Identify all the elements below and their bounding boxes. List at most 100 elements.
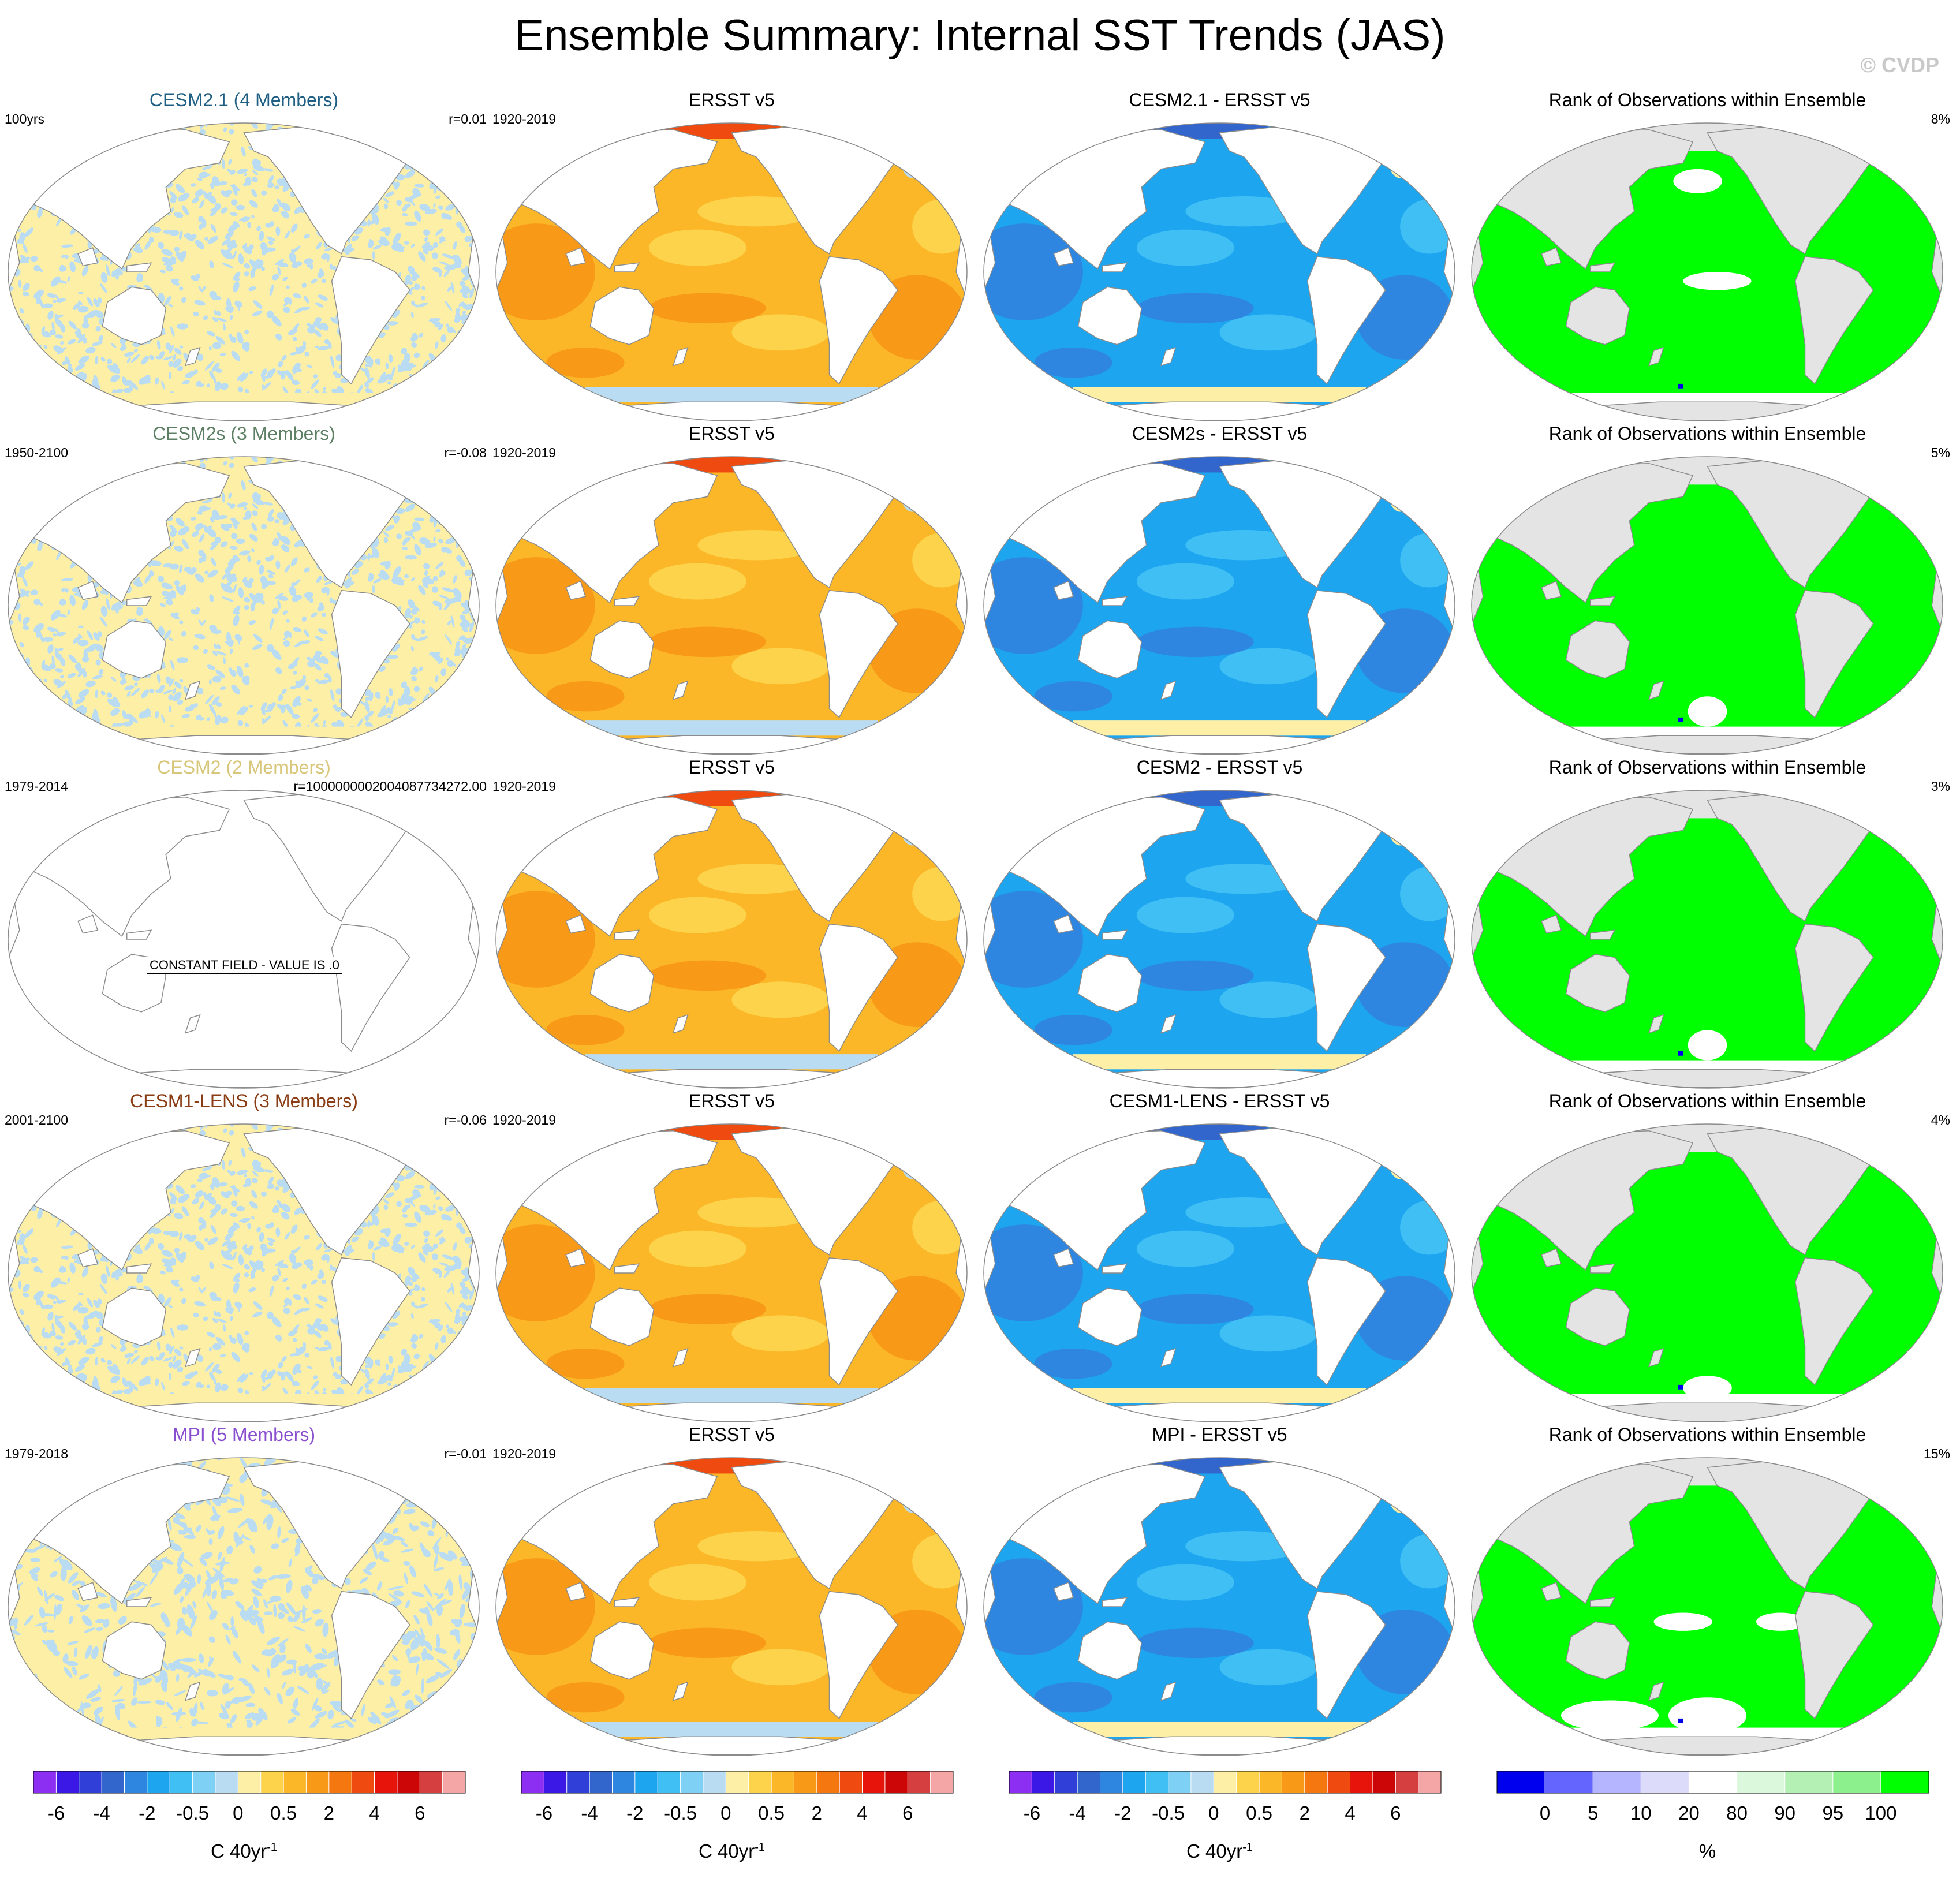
- rank-low-patch: [1678, 1051, 1683, 1056]
- colorbar-box: [1055, 1771, 1078, 1793]
- colorbar-tick-label: -4: [93, 1802, 110, 1824]
- colorbar-box: [306, 1771, 329, 1793]
- southern-ocean-band: [1073, 1388, 1366, 1403]
- colorbar-tick-label: -0.5: [176, 1802, 209, 1824]
- map-field: [976, 1455, 1464, 1758]
- colorbar-box: [352, 1771, 375, 1793]
- colorbar-tick-label: -6: [536, 1802, 552, 1824]
- field-region: [649, 1294, 766, 1324]
- panel-title: ERSST v5: [488, 423, 976, 445]
- rank-white-patch: [1561, 1700, 1659, 1730]
- panel-title: MPI - ERSST v5: [976, 1424, 1464, 1446]
- rank-map: [1464, 1122, 1951, 1424]
- map-field: [488, 788, 976, 1091]
- colorbar-tick-label: 20: [1678, 1802, 1700, 1824]
- colorbar-tick-label: -6: [48, 1802, 65, 1824]
- north-atlantic-patch: [900, 136, 924, 178]
- colorbar-box: [1593, 1771, 1641, 1793]
- panel-title: Rank of Observations within Ensemble: [1464, 757, 1951, 778]
- north-atlantic-patch: [1388, 1137, 1412, 1179]
- rank-map: [1464, 454, 1951, 757]
- diff-map: [976, 121, 1464, 423]
- map-field: [0, 1122, 488, 1424]
- field-region: [732, 314, 830, 350]
- southern-ocean-band: [1073, 1054, 1366, 1069]
- rank-white-patch: [1683, 272, 1751, 290]
- southern-ocean-band: [585, 387, 878, 402]
- panel-title: ERSST v5: [488, 1424, 976, 1446]
- field-region: [1137, 1564, 1234, 1601]
- diff-map: [976, 1122, 1464, 1424]
- colorbar-unit: C 40yr-1: [0, 1840, 488, 1862]
- colorbar-box: [1881, 1771, 1929, 1793]
- colorbar-tick-label: 4: [857, 1802, 867, 1824]
- colorbar-box: [1145, 1771, 1168, 1793]
- north-atlantic-patch: [900, 469, 924, 511]
- colorbar-box: [1168, 1771, 1192, 1793]
- colorbar-tick-label: 100: [1865, 1802, 1896, 1824]
- map-field: [1464, 1455, 1951, 1758]
- obs-map: [488, 454, 976, 757]
- rank-white-patch: [1683, 1376, 1732, 1400]
- diff-map: [976, 788, 1464, 1091]
- field-region: [732, 648, 830, 684]
- colorbar-box: [1497, 1771, 1545, 1793]
- field-region: [649, 1564, 746, 1601]
- colorbar-box: [1100, 1771, 1123, 1793]
- colorbar-box: [544, 1771, 567, 1793]
- map-field: [0, 1455, 488, 1758]
- diff-panel: CESM2s - ERSST v5: [976, 423, 1464, 757]
- panel-title: Rank of Observations within Ensemble: [1464, 1424, 1951, 1446]
- map-field: [1464, 1122, 1951, 1424]
- field-region: [1137, 1294, 1254, 1324]
- map-field: [488, 1455, 976, 1758]
- colorbar-tick-label: -0.5: [1152, 1802, 1185, 1824]
- colorbar-tick-label: -6: [1024, 1802, 1040, 1824]
- panel-title: CESM1-LENS - ERSST v5: [976, 1091, 1464, 1112]
- colorbar-box: [908, 1771, 931, 1793]
- rank-map: [1464, 788, 1951, 1091]
- field-region: [649, 293, 766, 323]
- colorbar-unit: C 40yr-1: [488, 1840, 976, 1862]
- colorbar-box: [1259, 1771, 1282, 1793]
- colorbar-tick-label: 95: [1822, 1802, 1843, 1824]
- colorbar-tick-label: -2: [626, 1802, 643, 1824]
- southern-ocean-band: [1073, 1722, 1366, 1737]
- field-region: [649, 627, 766, 657]
- colorbar-box: [1833, 1771, 1881, 1793]
- diff-panel: CESM2.1 - ERSST v5: [976, 89, 1464, 423]
- colorbar-box: [1282, 1771, 1305, 1793]
- obs-map: [488, 788, 976, 1091]
- panel-title: CESM1-LENS (3 Members): [0, 1091, 488, 1112]
- colorbar-box: [1785, 1771, 1834, 1793]
- cvdp-watermark: © CVDP: [1860, 53, 1939, 77]
- panel-title: CESM2 - ERSST v5: [976, 757, 1464, 778]
- colorbar-box: [885, 1771, 908, 1793]
- rank-low-patch: [1678, 718, 1683, 722]
- southern-ocean-band: [1073, 387, 1366, 402]
- diff-panel: CESM1-LENS - ERSST v5: [976, 1091, 1464, 1424]
- colorbar-box: [681, 1771, 704, 1793]
- field-region: [1220, 314, 1317, 350]
- colorbar-box: [102, 1771, 125, 1793]
- panel-title: CESM2.1 - ERSST v5: [976, 89, 1464, 111]
- rank-white-patch: [1688, 696, 1727, 726]
- colorbar-box: [1395, 1771, 1418, 1793]
- colorbar-box: [33, 1771, 57, 1793]
- field-region: [732, 1315, 830, 1351]
- map-field: [976, 121, 1464, 423]
- panel-title: CESM2s - ERSST v5: [976, 423, 1464, 445]
- panel-title: Rank of Observations within Ensemble: [1464, 89, 1951, 111]
- colorbar-tick-label: -2: [139, 1802, 155, 1824]
- colorbar-box: [613, 1771, 636, 1793]
- colorbar-box: [931, 1771, 954, 1793]
- colorbar-tick-label: 4: [1345, 1802, 1355, 1824]
- map-field: [0, 788, 488, 1091]
